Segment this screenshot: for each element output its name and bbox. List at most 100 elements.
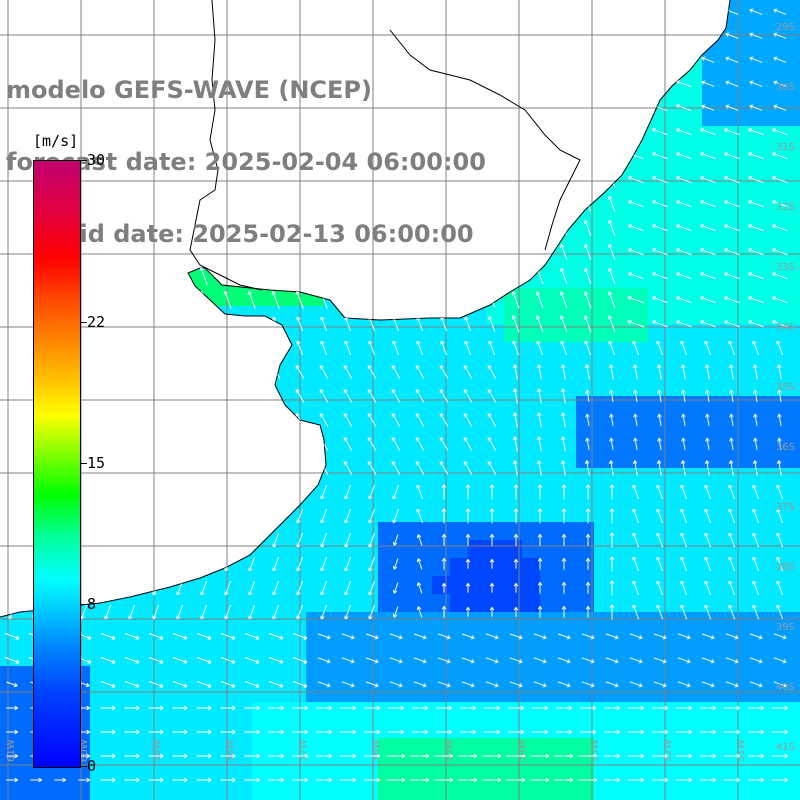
speed-cell [738, 648, 756, 666]
speed-cell [612, 594, 630, 612]
speed-cell [612, 576, 630, 594]
speed-cell [738, 90, 756, 108]
wind-arrow [196, 680, 212, 688]
speed-cell [774, 360, 792, 378]
speed-cell [666, 90, 684, 108]
speed-cell [414, 342, 432, 360]
speed-cell [576, 738, 594, 756]
country-border [189, 0, 263, 291]
wind-arrow [176, 4, 184, 20]
speed-cell [468, 450, 486, 468]
speed-cell [738, 360, 756, 378]
speed-cell [342, 540, 360, 558]
speed-cell [108, 0, 126, 18]
speed-cell [756, 540, 774, 558]
speed-cell [756, 234, 774, 252]
wind-arrow [725, 104, 739, 111]
wind-arrow [560, 244, 568, 260]
speed-cell [162, 720, 180, 738]
wind-arrow [175, 437, 185, 451]
speed-cell [126, 540, 144, 558]
speed-cell [396, 540, 414, 558]
wind-arrow [295, 365, 305, 379]
wind-arrow [512, 4, 520, 20]
wind-arrow [415, 365, 425, 379]
wind-arrow [364, 753, 381, 759]
speed-cell [756, 288, 774, 306]
speed-cell [720, 126, 738, 144]
wind-arrow [488, 220, 496, 236]
wind-arrow [320, 340, 328, 356]
speed-cell [270, 342, 288, 360]
speed-cell [360, 792, 378, 800]
speed-cell [198, 468, 216, 486]
latitude-label: 29S [776, 22, 795, 33]
speed-cell [360, 504, 378, 522]
wind-arrow [676, 56, 692, 64]
speed-cell [738, 684, 756, 702]
speed-cell [540, 558, 558, 576]
wind-arrow [772, 777, 789, 783]
speed-cell [144, 306, 162, 324]
wind-arrow [128, 532, 136, 548]
speed-cell [702, 306, 720, 324]
wind-arrow [413, 633, 427, 640]
speed-cell [558, 666, 576, 684]
wind-arrow [628, 224, 644, 232]
speed-cell [216, 504, 234, 522]
wind-arrow [391, 413, 401, 427]
wind-arrow [512, 172, 520, 188]
speed-cell [306, 594, 324, 612]
wind-arrow [532, 705, 549, 711]
wind-arrow [176, 340, 184, 356]
wind-arrow [368, 556, 376, 572]
wind-arrow [127, 413, 137, 427]
speed-cell [270, 666, 288, 684]
speed-cell [198, 792, 216, 800]
speed-cell [792, 270, 800, 288]
wind-arrow [560, 124, 568, 140]
speed-cell [450, 306, 468, 324]
speed-cell [360, 0, 378, 18]
speed-cell [666, 558, 684, 576]
wind-arrow [439, 365, 449, 379]
speed-cell [720, 558, 738, 576]
wind-arrow [463, 413, 473, 427]
wind-arrow [344, 532, 352, 548]
speed-cell [612, 450, 630, 468]
latitude-label: 31S [776, 142, 795, 153]
wind-arrow [124, 777, 140, 783]
speed-cell [594, 774, 612, 792]
wind-arrow [676, 128, 692, 136]
wind-arrow [416, 268, 424, 284]
wind-arrow [513, 484, 519, 500]
wind-arrow [488, 124, 496, 140]
wind-arrow [343, 461, 353, 475]
speed-cell [288, 0, 306, 18]
wind-arrow [583, 315, 592, 333]
wind-arrow [100, 632, 116, 640]
speed-cell [342, 306, 360, 324]
wind-arrow [340, 753, 357, 759]
speed-cell [324, 270, 342, 288]
speed-cell [90, 540, 108, 558]
speed-cell [0, 558, 18, 576]
wind-arrow [292, 729, 309, 735]
wind-arrow [561, 484, 567, 500]
wind-arrow [652, 224, 668, 232]
speed-cell [198, 396, 216, 414]
wind-arrow [513, 582, 519, 593]
speed-cell [540, 738, 558, 756]
speed-cell [144, 702, 162, 720]
wind-arrow [319, 365, 329, 379]
speed-cell [720, 324, 738, 342]
speed-cell [648, 576, 666, 594]
speed-cell [468, 522, 486, 540]
wind-arrow [441, 484, 447, 500]
wind-arrow [148, 753, 164, 759]
speed-cell [630, 738, 648, 756]
wind-arrow [103, 290, 112, 309]
wind-arrow [272, 556, 280, 572]
speed-cell [738, 738, 756, 756]
wind-arrow [320, 484, 328, 500]
